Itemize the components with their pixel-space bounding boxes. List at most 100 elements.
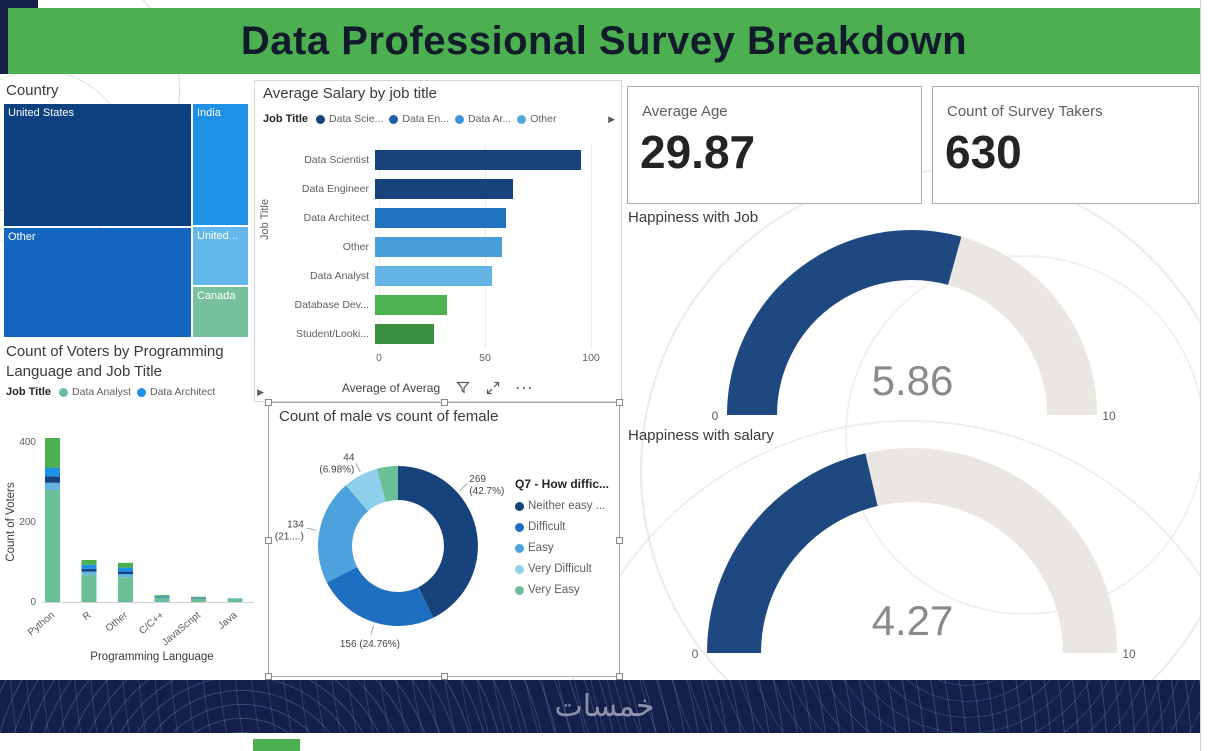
donut-slice[interactable] — [317, 485, 369, 583]
donut-legend-dot-icon — [515, 543, 524, 553]
stacked-bar-segment[interactable] — [81, 564, 97, 569]
salary-bar[interactable] — [375, 236, 502, 257]
more-options-icon[interactable]: ··· — [516, 381, 535, 395]
donut-slice[interactable] — [326, 567, 434, 626]
gauge-salary-title: Happiness with salary — [628, 427, 774, 444]
x-tick-label: 50 — [479, 352, 491, 364]
salary-legend-title: Job Title — [263, 113, 309, 125]
donut-legend-item[interactable]: Neither easy ... — [515, 500, 609, 512]
stacked-bar-segment[interactable] — [227, 599, 243, 602]
salary-x-ticks: 0 50 100 — [263, 352, 611, 366]
y-tick-label: 200 — [19, 517, 36, 528]
stacked-bar-segment[interactable] — [154, 596, 170, 598]
legend-scroll-right-icon[interactable]: ▶ — [608, 113, 615, 124]
stacked-bar-segment[interactable] — [45, 467, 60, 477]
gauge-job-title: Happiness with Job — [628, 209, 759, 226]
treemap-block[interactable]: United... — [193, 227, 248, 285]
selection-handle[interactable] — [441, 399, 448, 406]
lang-legend-item[interactable]: Data Analyst — [59, 386, 131, 398]
stacked-bar-segment[interactable] — [118, 571, 133, 574]
selection-handle[interactable] — [265, 673, 272, 680]
salary-chart-panel[interactable]: Average Salary by job title Job Title Da… — [254, 80, 622, 402]
gauge-salary-panel[interactable]: Happiness with salary 0 10 4.27 — [625, 425, 1200, 680]
stacked-bar-segment[interactable] — [118, 577, 133, 602]
stacked-bar-segment[interactable] — [118, 562, 133, 568]
selection-handle[interactable] — [265, 537, 272, 544]
donut-callout-line — [355, 462, 361, 473]
stacked-bar-segment[interactable] — [81, 568, 97, 572]
stacked-bar-segment[interactable] — [191, 598, 206, 602]
language-chart-panel[interactable]: Count of Voters by Programming Language … — [2, 340, 264, 678]
stacked-bar-segment[interactable] — [45, 490, 60, 602]
salary-bar[interactable] — [375, 149, 581, 170]
salary-bar-area — [375, 149, 611, 170]
salary-bar[interactable] — [375, 207, 506, 228]
focus-mode-icon[interactable] — [486, 381, 500, 395]
donut-svg: 269 (42.7%) 156 (24.76%) 134 (21....) 44 (6.98… — [275, 453, 504, 650]
stacked-bar-segment[interactable] — [118, 567, 133, 572]
legend-scroll-right-icon[interactable]: ▶ — [257, 386, 264, 397]
salary-bar[interactable] — [375, 265, 492, 286]
stacked-bar-segment[interactable] — [191, 596, 206, 598]
stacked-bar-segment[interactable] — [81, 571, 97, 575]
donut-slice[interactable] — [376, 466, 398, 502]
stacked-bar-segment[interactable] — [118, 574, 133, 578]
donut-legend-item[interactable]: Difficult — [515, 521, 609, 533]
lang-legend-item[interactable]: Data Architect — [136, 386, 215, 398]
average-age-label: Average Age — [642, 103, 728, 120]
selection-handle[interactable] — [616, 399, 623, 406]
stacked-bar-segment[interactable] — [45, 482, 60, 490]
stacked-bar-segment[interactable] — [81, 560, 97, 565]
donut-slice[interactable] — [398, 466, 478, 618]
salary-legend-item[interactable]: Data En... — [389, 113, 449, 125]
selection-handle[interactable] — [616, 537, 623, 544]
salary-legend-item[interactable]: Other — [517, 113, 556, 125]
donut-legend-item[interactable]: Very Difficult — [515, 563, 609, 575]
stacked-bar-segment[interactable] — [154, 598, 170, 602]
selection-handle[interactable] — [265, 399, 272, 406]
treemap-block[interactable]: Canada — [193, 287, 248, 337]
selection-handle[interactable] — [441, 673, 448, 680]
stacked-bar-segment[interactable] — [227, 598, 243, 600]
y-tick-label: 400 — [19, 437, 36, 448]
watermark-text: خمسات — [554, 689, 655, 724]
salary-bar[interactable] — [375, 294, 447, 315]
treemap-block-label: India — [197, 107, 221, 119]
donut-legend-dot-icon — [515, 585, 524, 595]
salary-bars: Data Scientist Data Engineer Data Architec… — [263, 145, 611, 371]
selection-handle[interactable] — [616, 673, 623, 680]
stacked-bar-segment[interactable] — [154, 595, 170, 597]
salary-bar-category: Other — [342, 240, 369, 253]
donut-legend-item[interactable]: Very Easy — [515, 584, 609, 596]
stacked-bar-segment[interactable] — [45, 476, 60, 483]
lang-y-axis-label: Count of Voters — [5, 482, 17, 562]
x-category-label: Python — [26, 610, 57, 638]
salary-bar-category: Data Scientist — [304, 153, 369, 166]
salary-legend-item[interactable]: Data Scie... — [316, 113, 383, 125]
gridline — [591, 145, 592, 348]
gauge-fill[interactable] — [727, 230, 962, 416]
gauge-fill[interactable] — [707, 453, 879, 654]
treemap-block[interactable]: India — [193, 104, 248, 225]
country-treemap-panel[interactable]: Country United States India Other United...… — [2, 80, 252, 340]
average-age-card[interactable]: Average Age 29.87 — [627, 86, 922, 204]
treemap-block[interactable]: Other — [4, 228, 191, 337]
salary-bar[interactable] — [375, 178, 513, 199]
x-category-label: Java — [216, 610, 240, 632]
donut-slice[interactable] — [346, 468, 386, 512]
stacked-bar-segment[interactable] — [81, 574, 97, 602]
salary-bar-category: Data Analyst — [310, 269, 369, 282]
gauge-job-panel[interactable]: Happiness with Job 0 10 5.86 — [625, 207, 1200, 425]
salary-legend-item[interactable]: Data Ar... — [455, 113, 511, 125]
salary-bar-category: Data Architect — [303, 211, 369, 224]
x-category-label: JavaScript — [160, 610, 203, 649]
filter-icon[interactable] — [456, 381, 470, 395]
donut-legend-item[interactable]: Easy — [515, 542, 609, 554]
stacked-bar-segment[interactable] — [45, 438, 60, 468]
gender-donut-panel[interactable]: Count of male vs count of female 269 (42.… — [265, 399, 623, 680]
treemap-block[interactable]: United States — [4, 104, 191, 226]
language-panel-title: Count of Voters by Programming Language … — [6, 343, 224, 380]
survey-takers-card[interactable]: Count of Survey Takers 630 — [932, 86, 1199, 204]
salary-bar-category: Data Engineer — [301, 182, 369, 195]
salary-bar[interactable] — [375, 323, 434, 344]
